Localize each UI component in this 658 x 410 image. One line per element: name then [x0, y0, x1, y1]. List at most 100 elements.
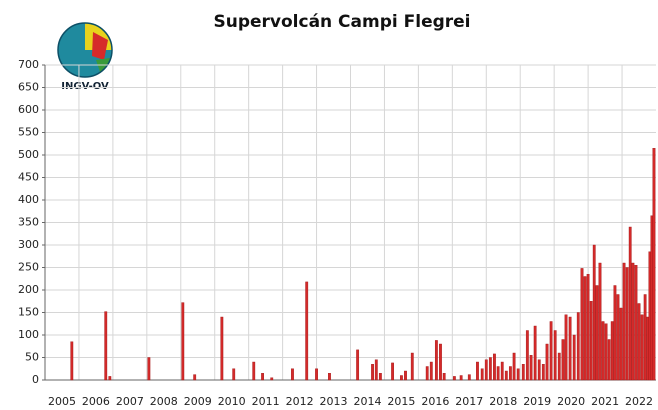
y-tick-label: 50: [25, 351, 39, 364]
x-tick-label: 2005: [48, 395, 76, 408]
bar: [622, 262, 626, 381]
y-tick-label: 600: [18, 103, 39, 116]
grid: [44, 64, 656, 381]
bar: [400, 375, 403, 381]
bar: [391, 362, 394, 381]
bar: [537, 359, 541, 381]
bar: [576, 312, 580, 381]
y-tick-label: 550: [18, 126, 39, 139]
bar: [181, 302, 185, 381]
bar: [378, 373, 382, 381]
bar: [508, 366, 512, 381]
x-tick-label: 2014: [353, 395, 381, 408]
logo-segment: [92, 32, 108, 60]
bar: [652, 148, 656, 381]
x-tick-label: 2011: [252, 395, 280, 408]
bar: [467, 374, 471, 381]
bar: [459, 375, 463, 381]
bar: [598, 262, 602, 381]
bar: [610, 321, 614, 381]
x-tick-label: 2009: [184, 395, 212, 408]
bar: [434, 340, 438, 381]
bar: [493, 353, 496, 381]
bar: [529, 355, 533, 381]
x-tick-label: 2013: [320, 395, 348, 408]
bar: [328, 373, 331, 381]
y-tick-label: 500: [18, 148, 39, 161]
bar: [637, 303, 641, 381]
bar: [496, 366, 500, 381]
bar: [108, 376, 112, 381]
bar: [193, 374, 197, 381]
bar: [147, 357, 151, 381]
bar: [476, 361, 479, 381]
bar: [425, 366, 429, 381]
bar: [643, 294, 647, 381]
chart-title: Supervolcán Campi Flegrei: [213, 12, 470, 32]
bar: [583, 276, 587, 381]
bar: [305, 281, 309, 381]
logo-outline: [57, 22, 113, 78]
x-tick-label: 2019: [523, 395, 551, 408]
y-tick-label: 350: [18, 216, 39, 229]
bar: [601, 321, 605, 381]
bar: [541, 364, 545, 381]
bar: [640, 314, 644, 381]
y-tick-label: 200: [18, 283, 39, 296]
bar: [533, 325, 537, 381]
x-tick-label: 2012: [286, 395, 314, 408]
bar: [270, 377, 274, 381]
bar: [580, 268, 584, 381]
x-tick-label: 2020: [557, 395, 585, 408]
x-tick-label: 2015: [387, 395, 415, 408]
bar: [404, 370, 407, 381]
bar: [521, 364, 525, 381]
bar: [104, 311, 108, 381]
bar: [315, 368, 318, 381]
x-tick-label: 2017: [455, 395, 483, 408]
bar: [631, 262, 635, 381]
bar: [549, 321, 553, 381]
x-tick-label: 2007: [116, 395, 144, 408]
bar: [70, 341, 74, 381]
logo-text: INGV-OV: [61, 81, 109, 92]
x-tick-label: 2018: [489, 395, 517, 408]
y-tick-label: 250: [18, 261, 39, 274]
bar: [429, 361, 433, 381]
bar: [512, 352, 516, 381]
bar: [516, 368, 520, 381]
x-tick-label: 2022: [625, 395, 653, 408]
bar: [607, 339, 611, 381]
bar: [220, 316, 224, 381]
bar: [564, 314, 568, 381]
bar: [252, 361, 256, 381]
x-tick-label: 2016: [421, 395, 449, 408]
y-tick-label: 100: [18, 328, 39, 341]
bar: [625, 267, 629, 381]
x-tick-label: 2006: [82, 395, 110, 408]
bar: [439, 343, 442, 381]
bar: [545, 343, 549, 381]
bar: [371, 364, 374, 381]
y-tick-label: 150: [18, 306, 39, 319]
bar: [356, 349, 360, 381]
bar: [553, 330, 557, 381]
y-tick-label: 400: [18, 193, 39, 206]
bar: [452, 376, 456, 381]
bar: [410, 352, 414, 381]
y-tick-label: 300: [18, 238, 39, 251]
x-tick-label: 2021: [591, 395, 619, 408]
y-tick-label: 650: [18, 81, 39, 94]
bar: [525, 330, 529, 381]
bar: [619, 307, 623, 381]
bar: [504, 370, 508, 381]
bar: [568, 316, 572, 381]
y-tick-label: 700: [18, 58, 39, 71]
bar: [634, 265, 638, 381]
bar: [595, 285, 599, 381]
x-tick-label: 2008: [150, 395, 178, 408]
bar: [628, 226, 632, 381]
bar: [500, 361, 504, 381]
bar: [586, 274, 590, 381]
